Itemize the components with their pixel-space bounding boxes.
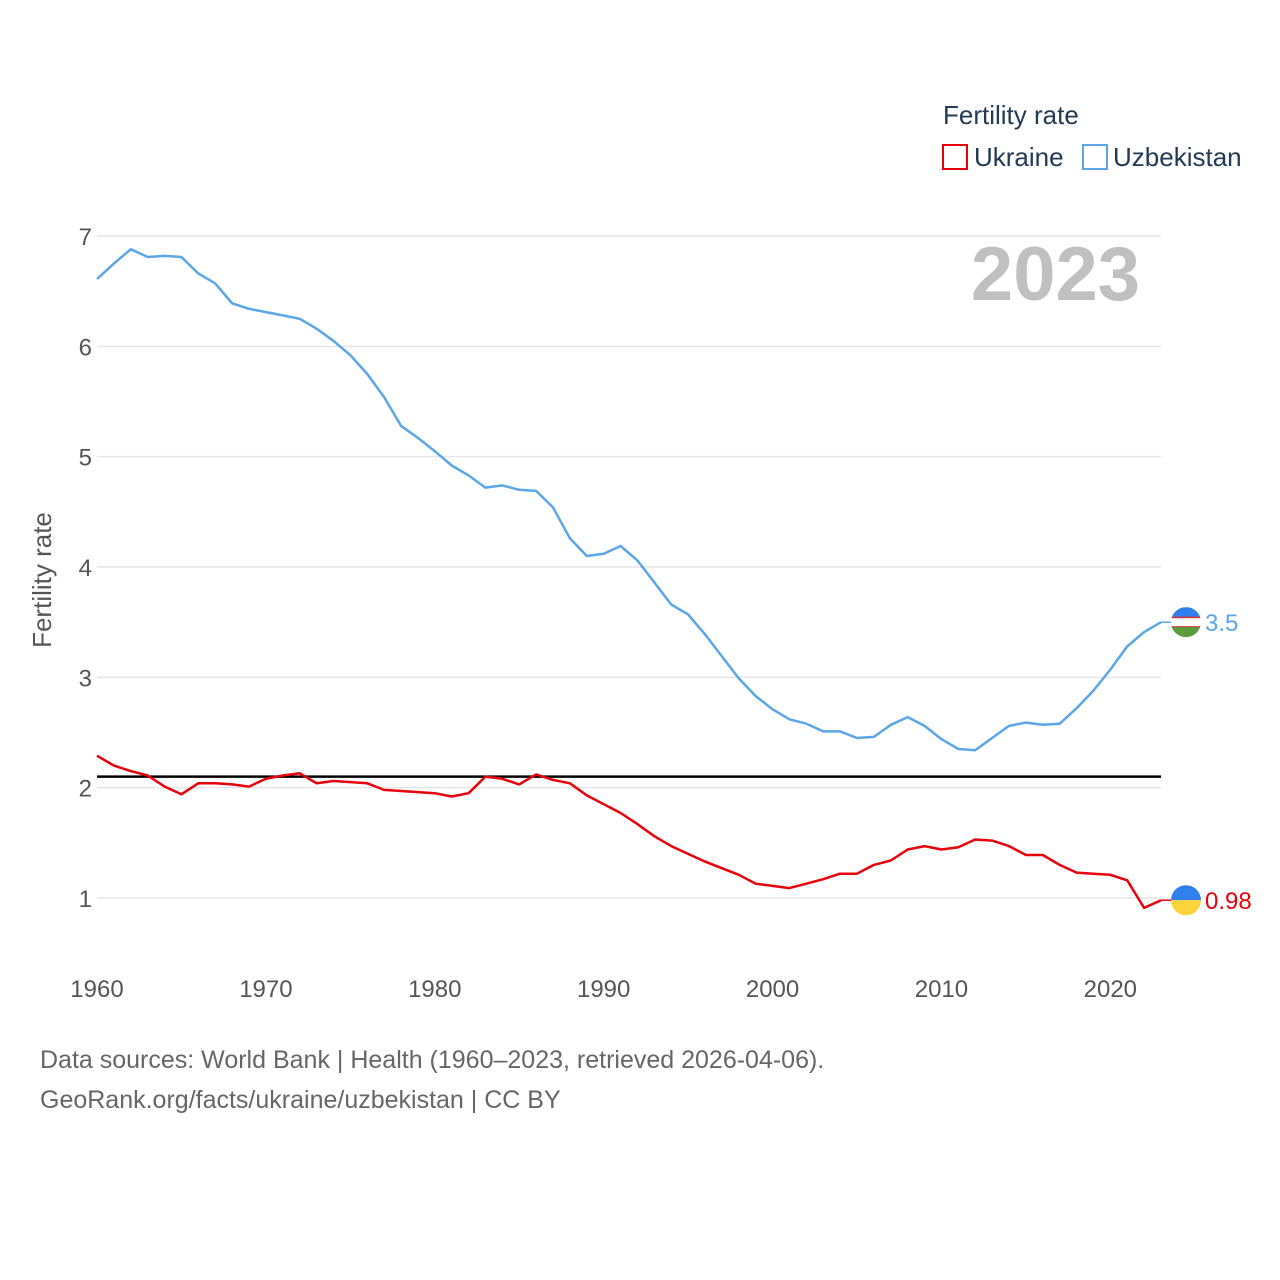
source-line-1: Data sources: World Bank | Health (1960–… xyxy=(40,1046,825,1074)
y-tick-label-7: 7 xyxy=(79,224,92,251)
y-axis-ticks: 1 2 3 4 5 6 7 xyxy=(79,224,92,913)
end-markers: 0.98 3.5 xyxy=(1161,607,1252,916)
x-tick-label-1970: 1970 xyxy=(239,976,292,1003)
flag-marker-ukraine xyxy=(1171,885,1201,916)
legend-swatch-ukraine xyxy=(942,144,968,170)
legend-item-ukraine[interactable]: Ukraine xyxy=(942,142,1064,172)
flag-uzbekistan-red-top xyxy=(1171,616,1201,619)
legend-swatch-uzbekistan xyxy=(1082,144,1108,170)
flag-uzbekistan-red-bottom xyxy=(1171,626,1201,628)
x-tick-label-1960: 1960 xyxy=(70,976,123,1003)
flag-uzbekistan-green xyxy=(1171,627,1201,638)
x-tick-label-2000: 2000 xyxy=(746,976,799,1003)
y-tick-label-1: 1 xyxy=(79,886,92,913)
current-year-label: 2023 xyxy=(971,232,1140,317)
x-tick-label-2010: 2010 xyxy=(915,976,968,1003)
series-line-ukraine xyxy=(96,754,1162,910)
flag-ukraine-blue xyxy=(1171,885,1201,901)
y-tick-label-4: 4 xyxy=(79,555,92,582)
fertility-rate-chart: 1 2 3 4 5 6 7 1960 1970 1980 1990 2000 2010 2020 202… xyxy=(27,100,1252,1003)
legend-title: Fertility rate xyxy=(943,100,1079,130)
x-axis-ticks: 1960 1970 1980 1990 2000 2010 2020 xyxy=(70,976,1137,1003)
source-note: Data sources: World Bank | Health (1960–… xyxy=(40,1040,824,1120)
y-tick-label-5: 5 xyxy=(79,445,92,472)
legend-label-ukraine: Ukraine xyxy=(974,142,1064,172)
grid-lines xyxy=(97,235,1161,899)
y-tick-label-2: 2 xyxy=(79,776,92,803)
end-value-label-ukraine: 0.98 xyxy=(1205,888,1252,915)
x-tick-label-1990: 1990 xyxy=(577,976,630,1003)
series-lines xyxy=(96,247,1162,910)
flag-uzbekistan-blue xyxy=(1171,607,1201,618)
series-line-uzbekistan xyxy=(96,247,1162,752)
legend-label-uzbekistan: Uzbekistan xyxy=(1113,142,1242,172)
source-line-2[interactable]: GeoRank.org/facts/ukraine/uzbekistan | C… xyxy=(40,1086,561,1114)
flag-uzbekistan-white xyxy=(1171,617,1201,628)
x-tick-label-2020: 2020 xyxy=(1084,976,1137,1003)
y-tick-label-6: 6 xyxy=(79,334,92,361)
y-axis-title: Fertility rate xyxy=(27,512,57,648)
legend: Fertility rate Ukraine Uzbekistan xyxy=(942,100,1242,172)
x-tick-label-1980: 1980 xyxy=(408,976,461,1003)
legend-item-uzbekistan[interactable]: Uzbekistan xyxy=(1082,142,1242,172)
flag-ukraine-yellow xyxy=(1171,900,1201,916)
end-value-label-uzbekistan: 3.5 xyxy=(1205,610,1238,637)
y-tick-label-3: 3 xyxy=(79,665,92,692)
flag-marker-uzbekistan xyxy=(1171,607,1201,638)
